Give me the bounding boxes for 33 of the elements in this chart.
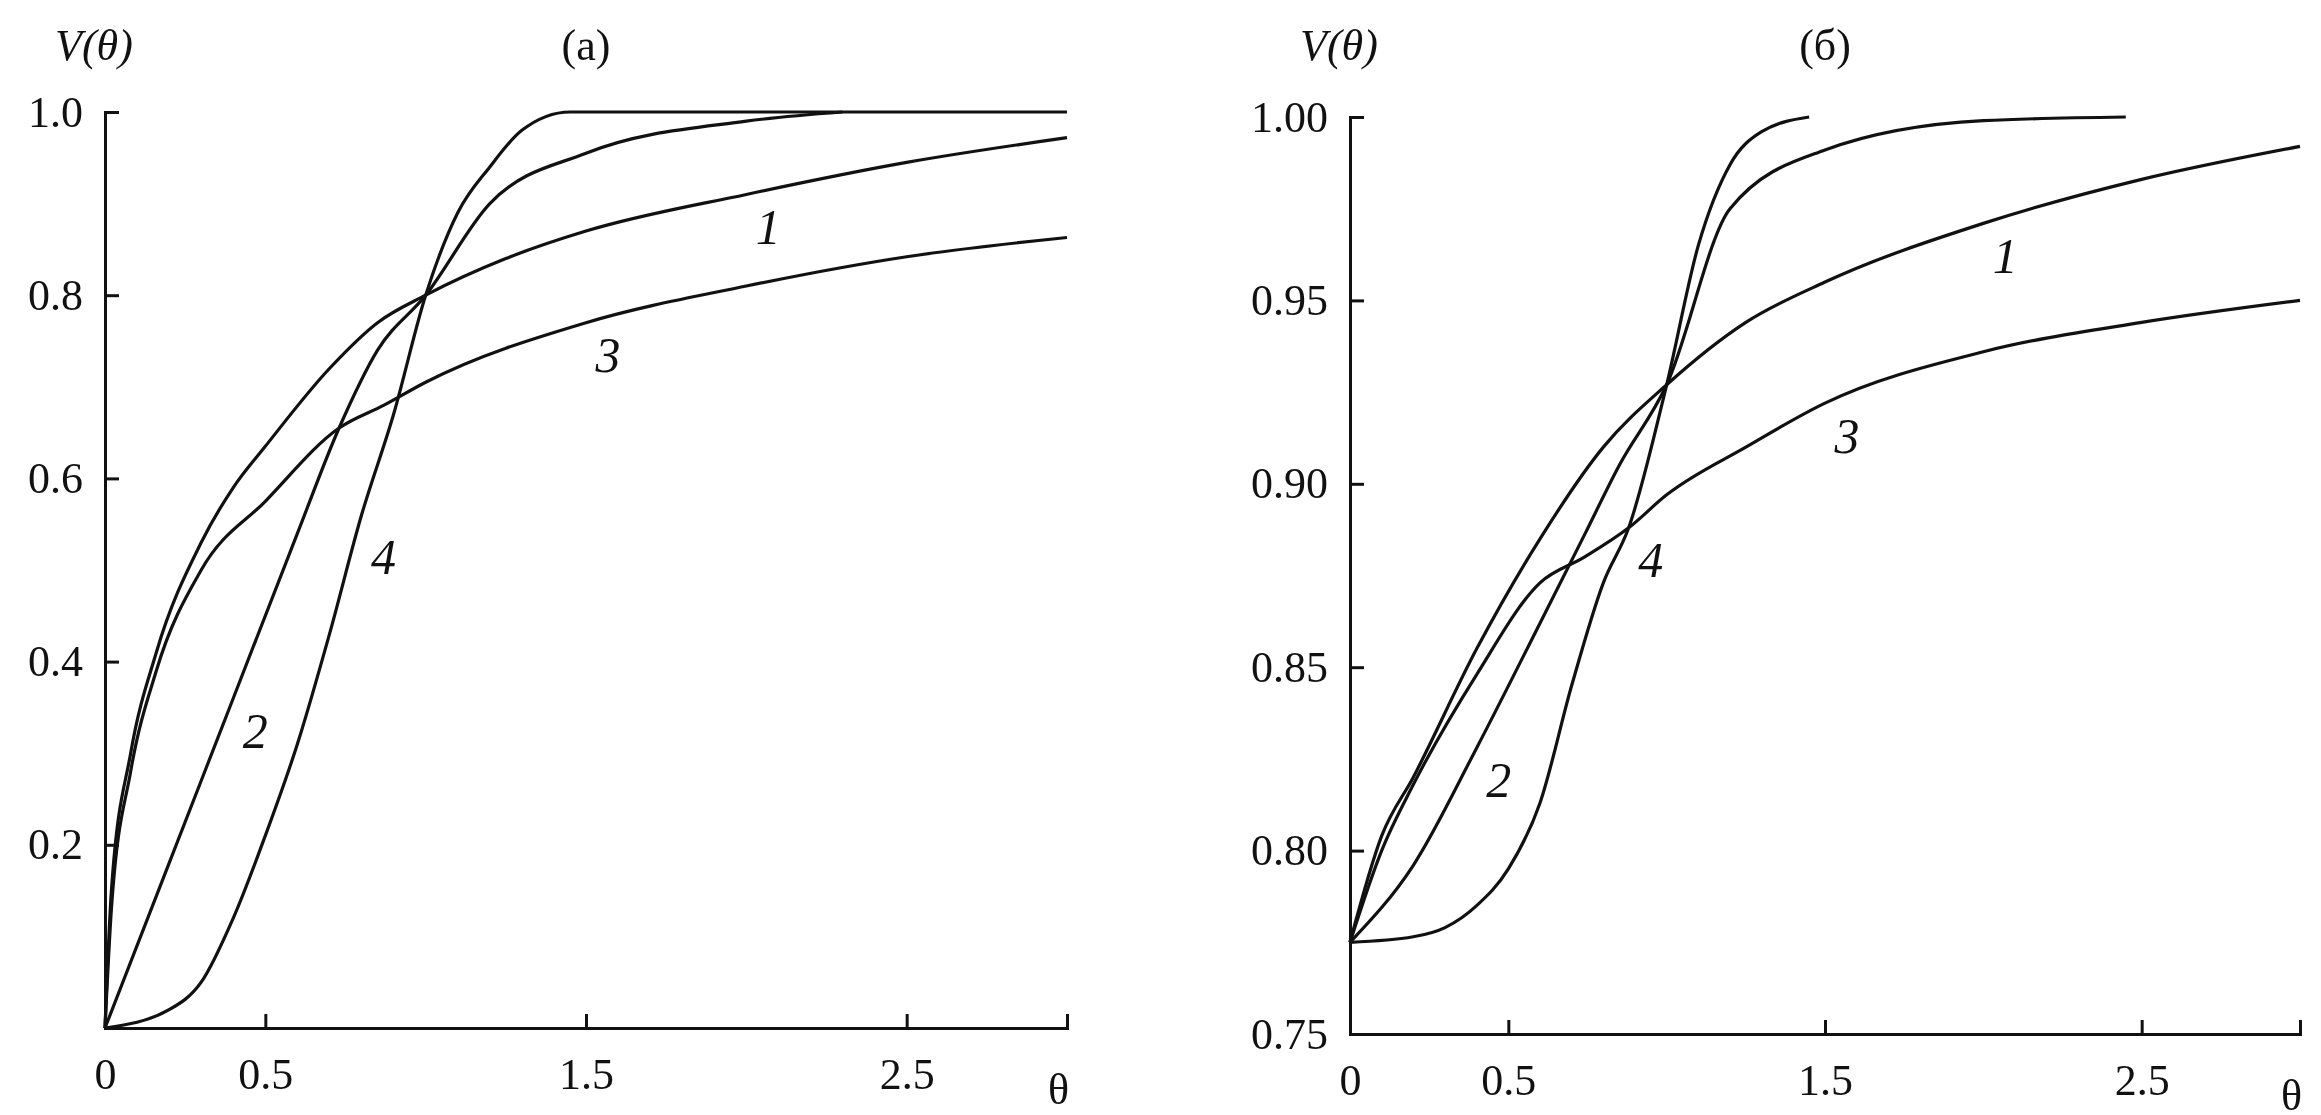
x-tick-label: 2.5 <box>2114 1056 2170 1106</box>
x-tick-label: 1.5 <box>559 1050 614 1100</box>
annotation: 4 <box>1638 532 1664 589</box>
x-axis-title: θ <box>1047 1065 1069 1114</box>
y-tick-label: 0.6 <box>28 453 83 503</box>
y-tick-label: 0.2 <box>28 820 83 870</box>
x-tick-label: 0 <box>1339 1056 1362 1106</box>
y-tick-label: 0.90 <box>1251 459 1328 509</box>
y-tick-label: 0.85 <box>1251 642 1328 692</box>
y-axis-title: V(θ) <box>1300 21 1378 70</box>
x-tick-label: 0.5 <box>1481 1056 1537 1106</box>
y-tick-label: 0.75 <box>1251 1009 1328 1059</box>
annotation: 2 <box>242 702 268 759</box>
y-axis-title: V(θ) <box>55 21 133 70</box>
y-tick-label: 0.4 <box>28 637 83 687</box>
y-tick-label: 0.8 <box>28 270 83 320</box>
annotation: 4 <box>371 528 397 585</box>
x-axis-title: θ <box>2280 1071 2302 1115</box>
chart-title: (a) <box>561 21 611 70</box>
chart-title: (б) <box>1799 21 1851 70</box>
annotation: 1 <box>755 198 781 255</box>
annotation: 3 <box>1833 407 1860 464</box>
x-tick-label: 0.5 <box>238 1050 294 1100</box>
y-tick-label: 1.00 <box>1251 92 1328 142</box>
annotation: 2 <box>1486 752 1512 809</box>
x-tick-label: 1.5 <box>1798 1056 1853 1106</box>
y-tick-label: 1.0 <box>28 87 83 137</box>
annotation: 3 <box>594 327 621 384</box>
x-tick-label: 2.5 <box>879 1050 935 1100</box>
x-tick-label: 0 <box>94 1050 117 1100</box>
y-tick-label: 0.95 <box>1251 275 1328 325</box>
annotation: 1 <box>1992 227 2018 284</box>
y-tick-label: 0.80 <box>1251 826 1328 876</box>
